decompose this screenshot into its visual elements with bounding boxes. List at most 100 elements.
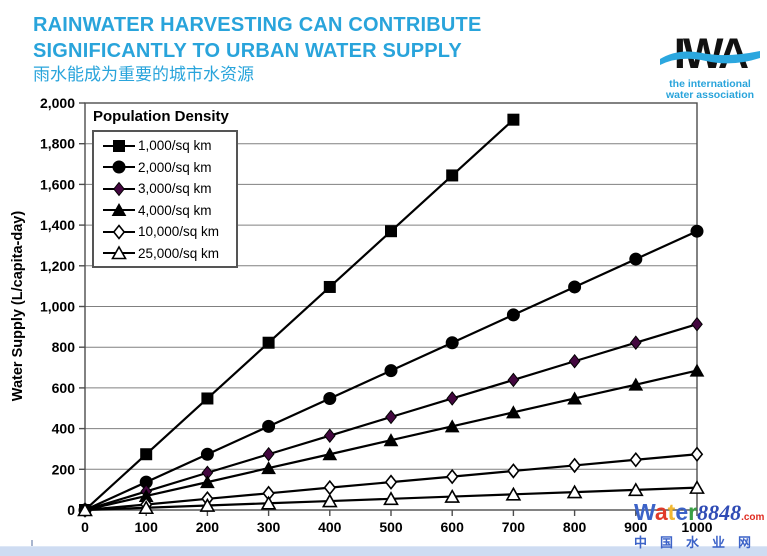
series-line bbox=[84, 230, 698, 512]
data-point-marker bbox=[385, 409, 397, 425]
data-point-marker bbox=[260, 495, 277, 510]
data-point-marker bbox=[138, 488, 154, 502]
legend-label: 25,000/sq km bbox=[138, 245, 220, 261]
y-tick-label: 200 bbox=[52, 461, 76, 477]
data-point-marker bbox=[446, 169, 459, 182]
data-point-marker bbox=[323, 391, 337, 405]
series-line bbox=[84, 486, 698, 512]
data-point-marker bbox=[628, 377, 644, 391]
watermark-chinese: 中国水业网 bbox=[634, 535, 765, 550]
data-point-marker bbox=[262, 485, 275, 502]
data-point-marker bbox=[568, 280, 582, 294]
legend-item: 2,000/sq km bbox=[101, 157, 236, 179]
data-point-marker bbox=[201, 392, 214, 405]
series-line bbox=[84, 453, 698, 512]
data-point-marker bbox=[629, 252, 643, 266]
data-point-marker bbox=[690, 224, 704, 238]
data-point-marker bbox=[140, 484, 153, 499]
data-point-marker bbox=[507, 113, 520, 126]
legend-label: 3,000/sq km bbox=[138, 181, 212, 197]
data-point-marker bbox=[262, 336, 275, 349]
watermark-letter: W bbox=[634, 499, 655, 525]
data-point-marker bbox=[78, 502, 92, 518]
series-line bbox=[84, 323, 698, 512]
data-point-marker bbox=[112, 160, 126, 174]
data-point-marker bbox=[383, 433, 399, 447]
data-point-marker bbox=[506, 308, 520, 322]
data-point-marker bbox=[323, 280, 336, 293]
y-tick-label: 2,000 bbox=[40, 95, 75, 111]
data-point-marker bbox=[567, 391, 582, 405]
x-tick-label: 400 bbox=[318, 519, 342, 535]
data-point-marker bbox=[200, 475, 215, 489]
y-tick-label: 1,400 bbox=[40, 217, 75, 233]
data-point-marker bbox=[112, 223, 126, 240]
wave-icon bbox=[660, 51, 760, 65]
chart-legend: 1,000/sq km 2,000/sq km 3,000/sq km 4,000/s… bbox=[92, 130, 238, 268]
data-point-marker bbox=[507, 372, 520, 388]
data-point-marker bbox=[201, 491, 214, 507]
data-point-marker bbox=[262, 446, 275, 462]
y-tick-label: 1,600 bbox=[40, 176, 75, 192]
data-point-marker bbox=[384, 474, 398, 490]
data-point-marker bbox=[322, 447, 338, 461]
x-tick-label: 700 bbox=[502, 519, 526, 535]
data-point-marker bbox=[321, 493, 338, 508]
data-point-marker bbox=[78, 503, 92, 517]
legend-label: 2,000/sq km bbox=[138, 159, 212, 175]
data-point-marker bbox=[629, 335, 642, 351]
legend-label: 1,000/sq km bbox=[138, 138, 212, 154]
data-point-marker bbox=[113, 139, 125, 152]
data-point-marker bbox=[690, 446, 704, 463]
watermark-letter: e bbox=[675, 499, 689, 525]
iwa-logo-mark: IWA bbox=[660, 30, 760, 78]
x-tick-label: 0 bbox=[81, 519, 89, 535]
data-point-marker bbox=[140, 448, 153, 461]
watermark: Water8848.com 中国水业网 bbox=[634, 500, 766, 551]
x-tick-label: 800 bbox=[563, 519, 587, 535]
series-line bbox=[84, 369, 698, 512]
data-point-marker bbox=[691, 316, 703, 332]
data-point-marker bbox=[507, 463, 520, 479]
x-tick-label: 100 bbox=[135, 519, 159, 535]
watermark-number: 8848 bbox=[697, 500, 742, 525]
title-line-1: RAINWATER HARVESTING CAN CONTRIBUTE bbox=[33, 14, 482, 36]
data-point-marker bbox=[444, 419, 460, 433]
data-point-marker bbox=[139, 475, 153, 489]
watermark-letter: t bbox=[667, 499, 676, 525]
watermark-word: Water bbox=[634, 499, 697, 525]
data-point-marker bbox=[77, 502, 93, 517]
data-point-marker bbox=[566, 484, 583, 499]
data-point-marker bbox=[385, 225, 397, 238]
data-point-marker bbox=[383, 491, 399, 506]
data-point-marker bbox=[444, 488, 461, 503]
watermark-letter: a bbox=[654, 499, 668, 525]
data-point-marker bbox=[262, 419, 276, 433]
y-tick-label: 800 bbox=[52, 339, 76, 355]
data-point-marker bbox=[506, 405, 521, 419]
y-tick-label: 600 bbox=[52, 380, 76, 396]
legend-title: Population Density bbox=[93, 108, 232, 125]
bottom-strip bbox=[0, 546, 767, 556]
y-tick-label: 400 bbox=[52, 421, 76, 437]
legend-label: 4,000/sq km bbox=[138, 202, 212, 218]
watermark-letter: r bbox=[688, 499, 698, 525]
title-line-2: SIGNIFICANTLY TO URBAN WATER SUPPLY bbox=[33, 40, 462, 62]
data-point-marker bbox=[199, 497, 216, 512]
data-point-marker bbox=[77, 502, 93, 516]
square-marker-icon bbox=[103, 139, 135, 152]
triangle-open-marker-icon bbox=[103, 245, 135, 260]
legend-item: 10,000/sq km bbox=[101, 221, 236, 243]
footer-tick-mark bbox=[31, 540, 33, 547]
iwa-subtext-line1: the international bbox=[669, 78, 751, 90]
y-axis-title: Water Supply (L/capita-day) bbox=[10, 210, 26, 402]
data-point-marker bbox=[138, 500, 155, 515]
y-tick-label: 0 bbox=[67, 502, 75, 518]
data-point-marker bbox=[505, 486, 522, 501]
iwa-logo: IWA the international water association bbox=[660, 30, 760, 101]
x-tick-label: 200 bbox=[196, 519, 220, 535]
legend-item: 4,000/sq km bbox=[101, 200, 236, 222]
watermark-logo-text: Water8848.com bbox=[634, 500, 766, 530]
legend-item: 3,000/sq km bbox=[101, 178, 236, 200]
